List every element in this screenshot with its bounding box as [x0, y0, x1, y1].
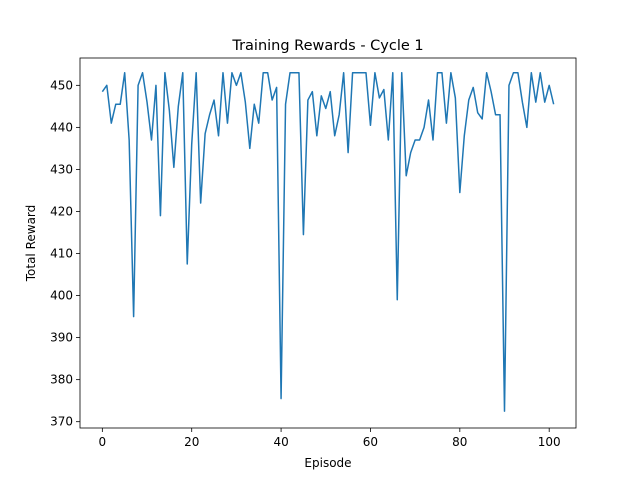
y-axis: 370 380 390 400 410 420 430 440 450 — [50, 78, 80, 429]
chart-title: Training Rewards - Cycle 1 — [231, 38, 423, 54]
x-tick-label: 0 — [99, 435, 107, 449]
y-tick-label: 430 — [50, 162, 73, 176]
x-tick-label: 100 — [538, 435, 561, 449]
x-tick-label: 40 — [273, 435, 288, 449]
y-tick-label: 450 — [50, 78, 73, 92]
y-tick-label: 410 — [50, 247, 73, 261]
y-tick-label: 400 — [50, 289, 73, 303]
x-axis-label: Episode — [304, 456, 351, 470]
x-tick-label: 80 — [452, 435, 467, 449]
x-tick-label: 60 — [363, 435, 378, 449]
series-layer — [101, 71, 555, 412]
x-tick-label: 20 — [184, 435, 199, 449]
y-tick-label: 380 — [50, 373, 73, 387]
series-line — [101, 71, 555, 412]
plot-area — [79, 57, 577, 429]
y-tick-label: 420 — [50, 204, 73, 218]
y-tick-label: 390 — [50, 331, 73, 345]
y-tick-label: 440 — [50, 120, 73, 134]
y-axis-label: Total Reward — [24, 205, 38, 283]
y-tick-label: 370 — [50, 415, 73, 429]
x-axis: 0 20 40 60 80 100 — [99, 428, 561, 449]
